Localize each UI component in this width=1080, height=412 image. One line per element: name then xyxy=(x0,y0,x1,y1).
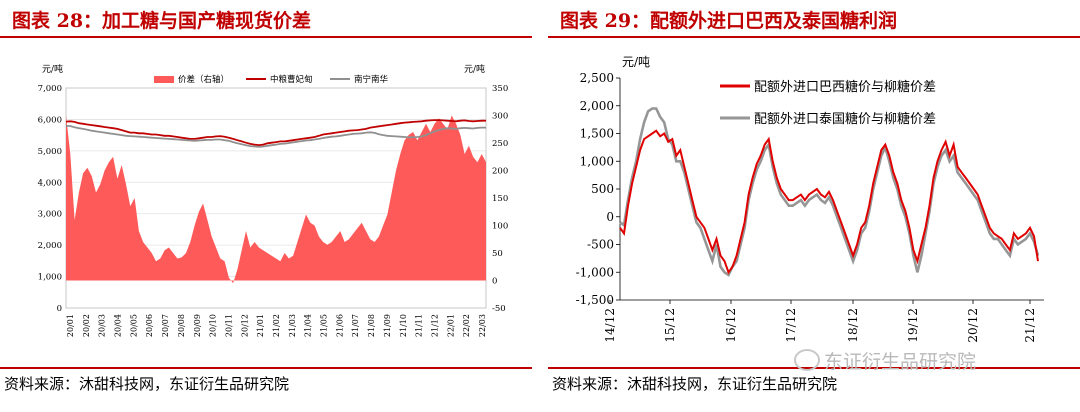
x-tick-label: 20/10 xyxy=(209,314,218,337)
watermark: 东证衍生品研究院 xyxy=(794,347,976,374)
y2-tick-label: 0 xyxy=(492,277,497,287)
x-tick-label: 20/12 xyxy=(966,308,980,343)
y-tick-label: 2,500 xyxy=(580,71,614,85)
x-tick-label: 20/09 xyxy=(193,314,202,337)
chart-left: 0 1,000 2,000 3,000 4,000 5,000 6,000 7,000 -50 0… xyxy=(38,63,509,337)
x-tick-label: 21/02 xyxy=(272,314,281,337)
title-divider-right xyxy=(548,36,1080,38)
x-tick-label: 21/09 xyxy=(383,314,392,337)
x-tick-label: 20/07 xyxy=(161,314,170,337)
y-tick-label: 4,000 xyxy=(38,178,62,188)
panel-left: 图表 28：加工糖与国产糖现货价差 0 1,000 2,000 3,000 4,000 5… xyxy=(0,0,532,412)
x-tick-label: 16/12 xyxy=(724,308,738,343)
legend-label-nanning: 南宁南华 xyxy=(354,74,389,85)
y2-tick-label: 50 xyxy=(492,249,503,259)
panel-right: 图表 29：配额外进口巴西及泰国糖利润 2,500 2,000 1,500 1,000… xyxy=(548,0,1080,412)
y-tick-label: 0 xyxy=(57,304,62,314)
x-tick-label: 21/05 xyxy=(320,314,329,337)
x-tick-label: 21/07 xyxy=(351,314,360,337)
source-divider-left xyxy=(0,367,532,369)
y2-tick-label: 300 xyxy=(492,112,508,122)
series-line-zhongliang xyxy=(65,119,486,147)
x-tick-label: 22/02 xyxy=(462,314,471,337)
x-tick-label: 21/04 xyxy=(304,314,313,337)
y-tick-label: 1,000 xyxy=(580,154,614,168)
x-tick-label: 20/03 xyxy=(98,314,107,337)
x-tick-label: 21/11 xyxy=(415,314,424,337)
legend-label-brazil: 配额外进口巴西糖价与柳糖价差 xyxy=(754,79,936,95)
y-axis-unit: 元/吨 xyxy=(622,55,650,69)
title-divider-left xyxy=(0,36,532,38)
wechat-icon xyxy=(794,349,820,371)
x-tick-label: 21/01 xyxy=(256,314,265,337)
y2-tick-label: 250 xyxy=(492,139,508,149)
y-tick-label: 1,000 xyxy=(38,273,62,283)
chart-right: 2,500 2,000 1,500 1,000 500 0 -500 -1,000 -1,500… xyxy=(576,55,1044,343)
y2-tick-label: 350 xyxy=(492,84,508,94)
chart-title-right: 图表 29：配额外进口巴西及泰国糖利润 xyxy=(560,10,898,32)
x-tick-label: 21/06 xyxy=(335,314,344,337)
x-tick-label: 20/06 xyxy=(145,314,154,337)
y-tick-label: -1,500 xyxy=(576,293,614,307)
x-tick-label: 22/01 xyxy=(446,314,455,337)
x-tick-label: 21/10 xyxy=(399,314,408,337)
series-line-nanning xyxy=(66,125,486,148)
y2-tick-label: 100 xyxy=(492,222,508,232)
x-tick-label: 17/12 xyxy=(784,308,798,343)
y-tick-label: 6,000 xyxy=(38,115,62,125)
x-tick-label: 21/03 xyxy=(288,314,297,337)
x-tick-label: 21/12 xyxy=(1023,308,1037,343)
y2-tick-label: -50 xyxy=(492,304,506,314)
x-tick-label: 20/12 xyxy=(240,314,249,337)
y2-tick-label: 200 xyxy=(492,167,508,177)
y-tick-label: 1,500 xyxy=(580,127,614,141)
source-note-left: 资料来源：沐甜科技网，东证衍生品研究院 xyxy=(4,375,290,393)
y-tick-label: 500 xyxy=(591,182,614,196)
x-tick-label: 21/08 xyxy=(367,314,376,337)
y-tick-label: -1,000 xyxy=(576,265,614,279)
x-tick-label: 21/12 xyxy=(430,314,439,337)
x-tick-label: 19/12 xyxy=(906,308,920,343)
chart-title-left: 图表 28：加工糖与国产糖现货价差 xyxy=(12,10,312,32)
x-tick-label: 18/12 xyxy=(846,308,860,343)
x-tick-label: 20/04 xyxy=(114,314,123,337)
y-tick-label: 2,000 xyxy=(580,99,614,113)
y-tick-label: -500 xyxy=(587,238,614,252)
legend-swatch-spread xyxy=(154,76,174,83)
x-tick-label: 20/05 xyxy=(129,314,138,337)
x-tick-label: 14/12 xyxy=(603,308,617,343)
y-tick-label: 3,000 xyxy=(38,210,62,220)
x-tick-label: 15/12 xyxy=(663,308,677,343)
legend-label-zhongliang: 中粮曹妃甸 xyxy=(270,74,313,85)
series-line-brazil xyxy=(619,129,1039,275)
x-tick-label: 20/11 xyxy=(224,314,233,337)
x-tick-label: 22/03 xyxy=(478,314,487,337)
legend-label-spread: 价差（右轴） xyxy=(178,74,229,85)
y2-tick-label: 150 xyxy=(492,194,508,204)
x-tick-label: 20/01 xyxy=(66,314,75,337)
source-note-right: 资料来源：沐甜科技网，东证衍生品研究院 xyxy=(552,375,838,393)
series-area-spread xyxy=(66,115,486,284)
legend-label-thailand: 配额外进口泰国糖价与柳糖价差 xyxy=(754,111,936,127)
x-tick-label: 20/02 xyxy=(82,314,91,337)
y-tick-label: 0 xyxy=(606,210,614,224)
y-axis-unit-right: 元/吨 xyxy=(464,63,485,75)
y-tick-label: 2,000 xyxy=(38,241,62,251)
series-line-thailand xyxy=(619,107,1040,277)
y-tick-label: 7,000 xyxy=(38,84,62,94)
y-tick-label: 5,000 xyxy=(38,147,62,157)
x-tick-label: 20/08 xyxy=(177,314,186,337)
watermark-text: 东证衍生品研究院 xyxy=(824,351,977,373)
y-axis-unit-left: 元/吨 xyxy=(42,63,63,75)
